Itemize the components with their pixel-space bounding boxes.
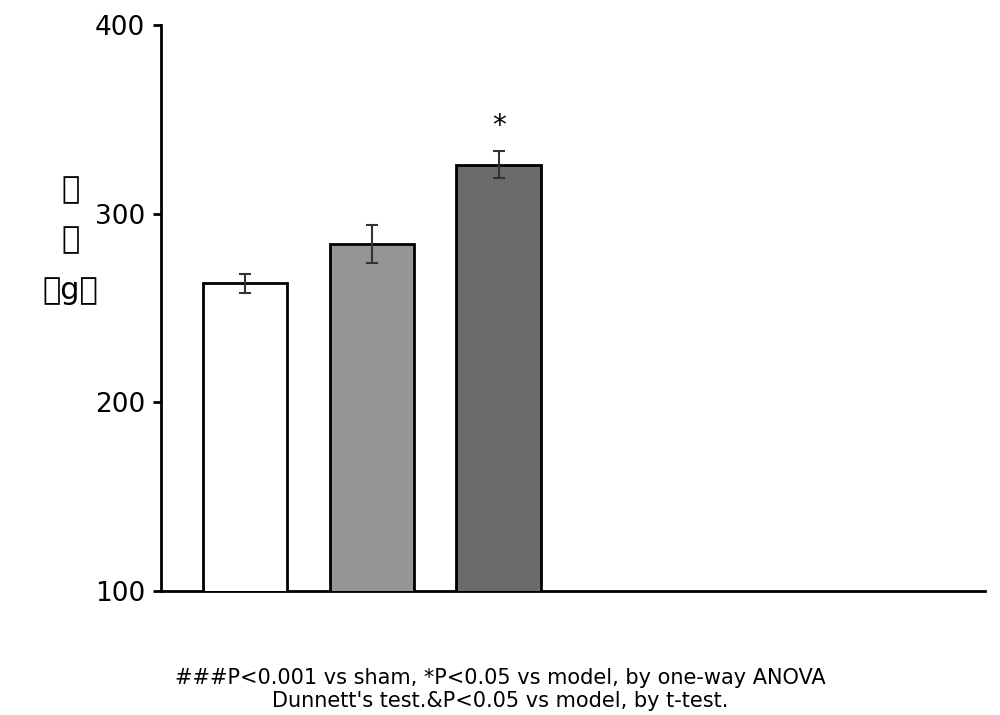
Text: 体: 体 [61, 176, 80, 204]
Text: 重: 重 [61, 226, 80, 255]
Text: ###P<0.001 vs sham, *P<0.05 vs model, by one-way ANOVA
Dunnett's test.&P<0.05 vs: ###P<0.001 vs sham, *P<0.05 vs model, by… [175, 669, 825, 711]
Bar [456, 164, 541, 715]
Bar [330, 244, 414, 715]
Bar [203, 283, 287, 715]
Text: （g）: （g） [43, 276, 98, 305]
Text: *: * [492, 112, 506, 140]
